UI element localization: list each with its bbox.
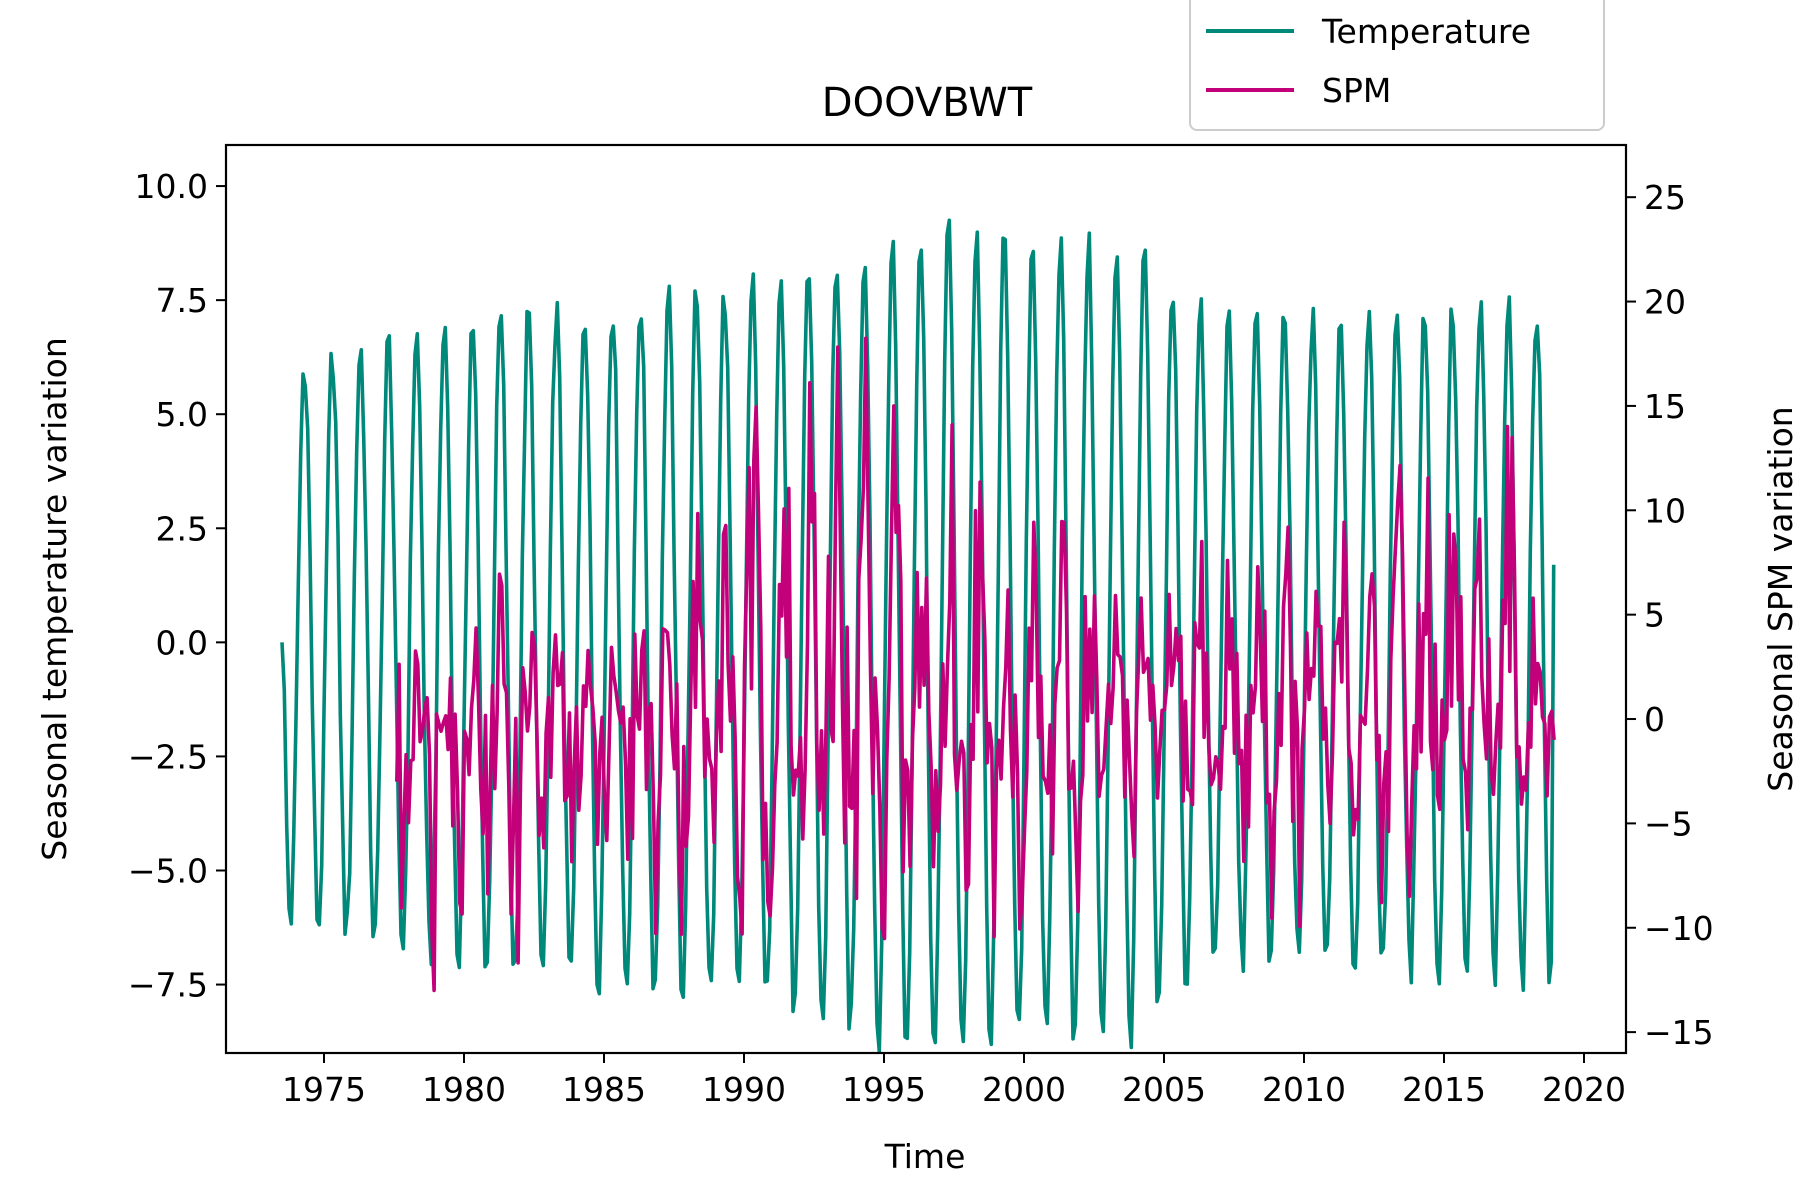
x-tick-label: 1995 (842, 1070, 926, 1109)
y-right-axis-label: Seasonal SPM variation (1761, 406, 1800, 791)
y-right-tick-label: 15 (1644, 387, 1686, 426)
y-left-tick-label: 0.0 (156, 623, 208, 662)
x-axis-label: Time (884, 1137, 966, 1176)
y-right-tick-label: 25 (1644, 178, 1686, 217)
x-tick-label: 1980 (422, 1070, 506, 1109)
x-tick-label: 2010 (1262, 1070, 1346, 1109)
y-right-tick-label: 0 (1644, 700, 1665, 739)
series-line-temperature (280, 218, 1556, 1053)
y-left-axis-label: Seasonal temperature variation (35, 337, 74, 861)
y-right-tick-label: −5 (1644, 804, 1693, 843)
y-left-tick-label: −5.0 (128, 851, 208, 890)
y-left-tick-label: −2.5 (128, 737, 208, 776)
x-tick-label: 1985 (562, 1070, 646, 1109)
series-layer (280, 218, 1556, 1053)
y-right-tick-label: 10 (1644, 491, 1686, 530)
x-axis-ticks: 1975 1980 1985 1990 1995 2000 2005 2010 2015 2020 (282, 1053, 1626, 1109)
y-right-axis-ticks: 25 20 15 10 5 0 −5 −10 −15 (1626, 178, 1714, 1052)
chart-title: DOOVBWT (822, 80, 1033, 126)
y-right-tick-label: 20 (1644, 283, 1686, 322)
x-tick-label: 1975 (282, 1070, 366, 1109)
legend-temperature-label: Temperature (1321, 12, 1531, 51)
legend: Temperature SPM (1189, 0, 1605, 131)
y-left-tick-label: 10.0 (135, 167, 208, 206)
legend-spm-label: SPM (1322, 71, 1391, 110)
y-left-tick-label: 2.5 (156, 509, 208, 548)
x-tick-label: 2015 (1402, 1070, 1486, 1109)
x-tick-label: 2020 (1542, 1070, 1626, 1109)
y-left-axis-ticks: 10.0 7.5 5.0 2.5 0.0 −2.5 −5.0 −7.5 (128, 167, 226, 1005)
x-tick-label: 1990 (702, 1070, 786, 1109)
plot-frame (224, 143, 1628, 1055)
y-left-tick-label: 7.5 (156, 281, 208, 320)
x-tick-label: 2000 (982, 1070, 1066, 1109)
x-tick-label: 2005 (1122, 1070, 1206, 1109)
series-line-spm (395, 336, 1556, 993)
y-right-tick-label: −15 (1644, 1013, 1714, 1052)
y-left-tick-label: −7.5 (128, 966, 208, 1005)
y-right-tick-label: 5 (1644, 596, 1665, 635)
y-right-tick-label: −10 (1644, 909, 1714, 948)
y-left-tick-label: 5.0 (156, 395, 208, 434)
